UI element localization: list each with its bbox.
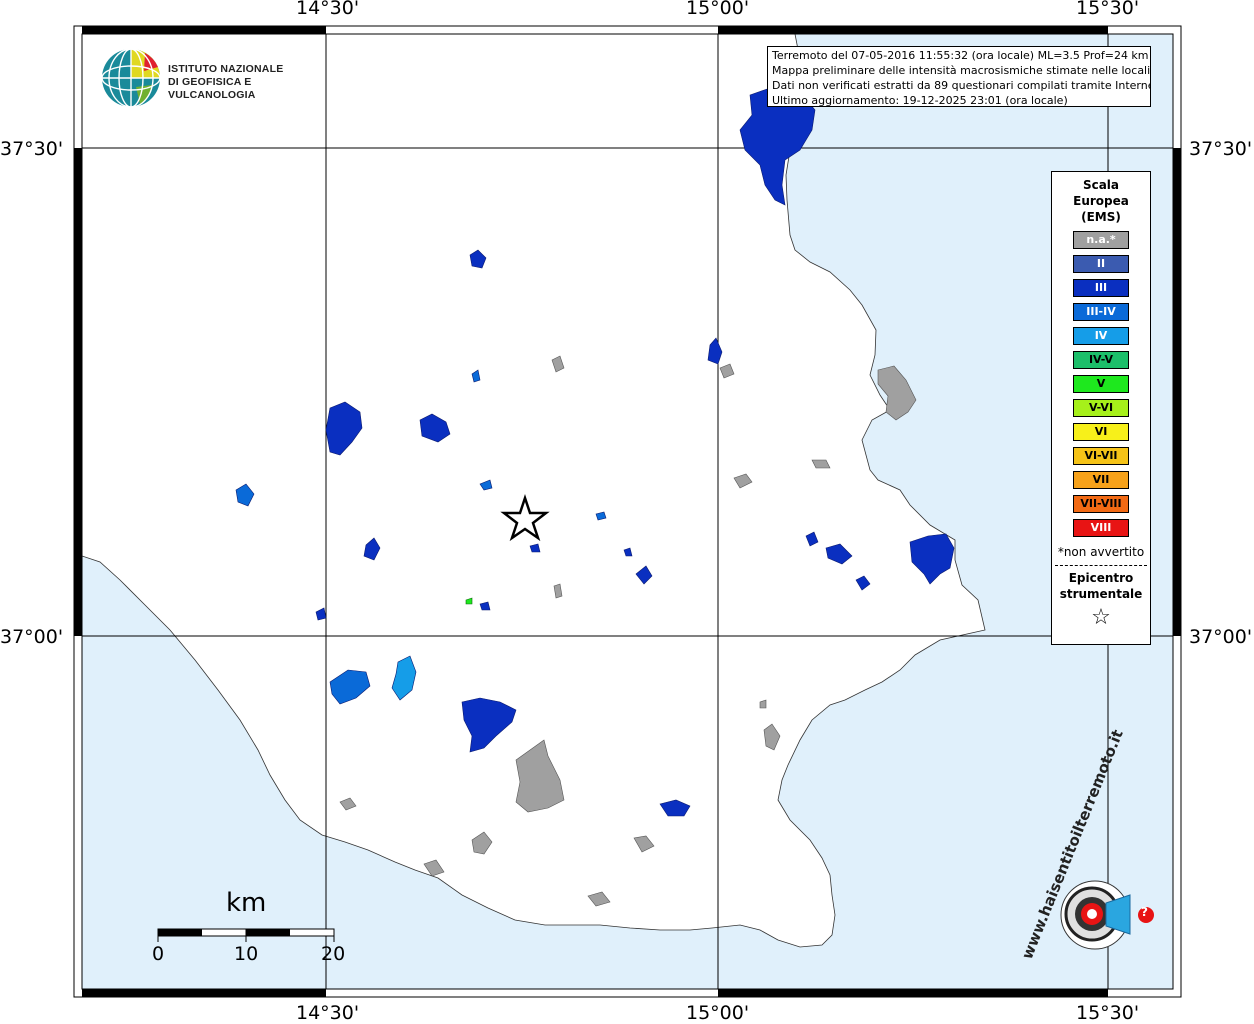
legend-item: VIII [1073, 519, 1129, 537]
info-line-4: Ultimo aggiornamento: 19-12-2025 23:01 (… [772, 94, 1068, 107]
ingv-line-1: ISTITUTO NAZIONALE [168, 63, 284, 75]
legend-epicenter-2: strumentale [1059, 587, 1143, 601]
area-33 [423, 859, 445, 877]
haisentito-logo [1060, 880, 1154, 950]
area-4 [419, 413, 451, 443]
area-22 [551, 355, 565, 373]
ingv-line-2: DI GEOFISICA E VULCANOLOGIA [168, 76, 256, 101]
ingv-logo: ISTITUTO NAZIONALE DI GEOFISICA E VULCAN… [100, 47, 320, 109]
map-border [73, 25, 1182, 998]
land-area [82, 34, 986, 948]
area-19 [595, 511, 607, 521]
area-14 [315, 607, 327, 621]
event-info-box: Terremoto del 07-05-2016 11:55:32 (ora l… [767, 46, 1151, 107]
area-17 [329, 669, 371, 705]
area-2 [707, 337, 723, 365]
area-15 [235, 483, 255, 507]
area-ragusa [461, 697, 517, 753]
area-9 [855, 575, 871, 591]
lon-label-bottom-1: 14°30' [296, 1002, 360, 1024]
lon-label-top-3: 15°30' [1076, 0, 1140, 19]
intensity-V-areas [465, 597, 473, 605]
area-32 [633, 835, 655, 853]
lon-label-bottom-3: 15°30' [1076, 1002, 1140, 1024]
area-23 [719, 363, 735, 379]
area-31 [471, 831, 493, 855]
info-line-3: Dati non verificati estratti da 89 quest… [772, 79, 1151, 92]
scale-tick-20: 20 [321, 943, 346, 965]
area-12 [623, 547, 633, 557]
area-25 [811, 459, 831, 469]
area-5 [363, 537, 381, 561]
legend-title-1: Scala [1082, 178, 1120, 192]
area-24 [877, 365, 917, 421]
lon-label-top-2: 15°00' [686, 0, 750, 19]
scale-tick-10: 10 [234, 943, 259, 965]
area-30 [339, 797, 357, 811]
area-34 [587, 891, 611, 907]
map-clip [82, 34, 1173, 989]
info-line-2: Mappa preliminare delle intensità macros… [772, 64, 1151, 77]
legend-title-3: (EMS) [1081, 210, 1121, 224]
area-20 [391, 655, 417, 701]
legend-separator [1055, 565, 1147, 566]
lat-label-left-2: 37°00' [0, 626, 64, 648]
epicenter-star [500, 494, 550, 542]
not-available-areas [339, 355, 917, 907]
ingv-logo-text: ISTITUTO NAZIONALE DI GEOFISICA E VULCAN… [168, 63, 320, 102]
area-10 [659, 799, 691, 817]
haisentito-question-mark: ? [1141, 905, 1148, 919]
legend-item: IV-V [1073, 351, 1129, 369]
scale-tick-0: 0 [152, 943, 165, 965]
area-26 [733, 473, 753, 489]
intensity-IV-areas [391, 655, 417, 701]
intensity-III-areas [315, 87, 955, 817]
scale-bar [157, 928, 335, 942]
area-6 [635, 565, 653, 585]
legend-item: VII-VIII [1073, 495, 1129, 513]
scale-unit-label: km [226, 888, 267, 918]
legend-title-2: Europea [1073, 194, 1129, 208]
intensity-III-IV-areas [235, 369, 607, 705]
legend-item: VI-VII [1073, 447, 1129, 465]
ems-legend: Scala Europea (EMS) n.a.* II III III-IV IV IV… [1051, 171, 1151, 645]
area-13 [479, 601, 491, 611]
area-8 [805, 531, 819, 547]
legend-item: n.a.* [1073, 231, 1129, 249]
lat-label-right-2: 37°00' [1189, 626, 1253, 648]
area-21 [465, 597, 473, 605]
area-35 [759, 699, 767, 709]
lon-label-top-1: 14°30' [296, 0, 360, 19]
legend-item: IV [1073, 327, 1129, 345]
legend-epicenter-1: Epicentro [1068, 571, 1134, 585]
legend-item: V [1073, 375, 1129, 393]
legend-item: V-VI [1073, 399, 1129, 417]
legend-epicenter-label: Epicentro strumentale [1052, 570, 1150, 602]
area-11 [529, 543, 541, 553]
legend-note: *non avvertito [1057, 545, 1145, 559]
area-16 [471, 369, 481, 383]
area-1 [469, 249, 487, 269]
area-28 [763, 723, 781, 751]
lon-label-bottom-2: 15°00' [686, 1002, 750, 1024]
legend-item: III-IV [1073, 303, 1129, 321]
lat-label-right-1: 37°30' [1189, 138, 1253, 160]
info-line-1: Terremoto del 07-05-2016 11:55:32 (ora l… [772, 49, 1149, 62]
lat-label-left-1: 37°30' [0, 138, 64, 160]
globe-icon [101, 48, 161, 108]
area-7 [825, 543, 853, 565]
legend-item: II [1073, 255, 1129, 273]
legend-item: VII [1073, 471, 1129, 489]
area-27 [553, 583, 563, 599]
legend-item: III [1073, 279, 1129, 297]
area-29 [515, 739, 565, 813]
area-18 [479, 479, 493, 491]
legend-item: VI [1073, 423, 1129, 441]
area-augusta [909, 533, 955, 585]
legend-title: Scala Europea (EMS) [1052, 177, 1150, 225]
legend-star-icon: ☆ [1091, 605, 1111, 630]
legend-items: n.a.* II III III-IV IV IV-V V V-VI VI VI-VII VII VI… [1052, 231, 1150, 537]
area-3 [325, 401, 363, 456]
